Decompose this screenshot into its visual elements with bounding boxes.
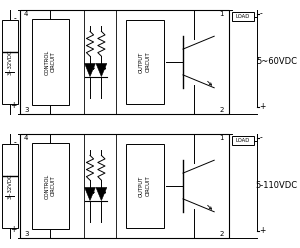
Text: LOAD: LOAD [236,138,250,143]
Text: 5~60VDC: 5~60VDC [256,58,297,66]
Text: 3~32VDC: 3~32VDC [7,173,12,199]
Text: 4: 4 [24,135,28,141]
Text: -: - [260,9,262,18]
Text: +: + [10,225,16,234]
Text: -: - [14,14,16,23]
Text: 2: 2 [220,231,224,237]
Polygon shape [85,63,95,77]
Text: CONTROL
CIRCUIT: CONTROL CIRCUIT [45,49,56,75]
Text: OUTPUT
CIRCUIT: OUTPUT CIRCUIT [139,175,150,197]
Text: 3: 3 [24,107,28,113]
Bar [2,144,18,228]
Text: 3~32VDC: 3~32VDC [7,49,12,75]
Text: 4: 4 [24,11,28,17]
Text: 5-110VDC: 5-110VDC [256,182,298,190]
Bar [20,10,229,114]
Text: 3: 3 [24,231,28,237]
Text: 1: 1 [220,11,224,17]
Text: CONTROL
CIRCUIT: CONTROL CIRCUIT [45,173,56,199]
Text: OUTPUT
CIRCUIT: OUTPUT CIRCUIT [139,51,150,73]
Text: +: + [260,226,266,235]
Text: +: + [260,102,266,111]
Text: -: - [260,133,262,142]
Polygon shape [96,63,107,77]
Bar [126,20,164,104]
Bar [232,12,254,21]
Polygon shape [85,187,95,201]
Text: 2: 2 [220,107,224,113]
Text: LOAD: LOAD [236,14,250,19]
Bar [20,134,229,238]
Bar [2,20,18,104]
Text: 1: 1 [220,135,224,141]
Text: -: - [14,138,16,147]
Polygon shape [96,187,107,201]
Bar [32,19,69,105]
Bar [126,144,164,228]
Bar [232,136,254,145]
Bar [32,143,69,229]
Text: +: + [10,101,16,110]
